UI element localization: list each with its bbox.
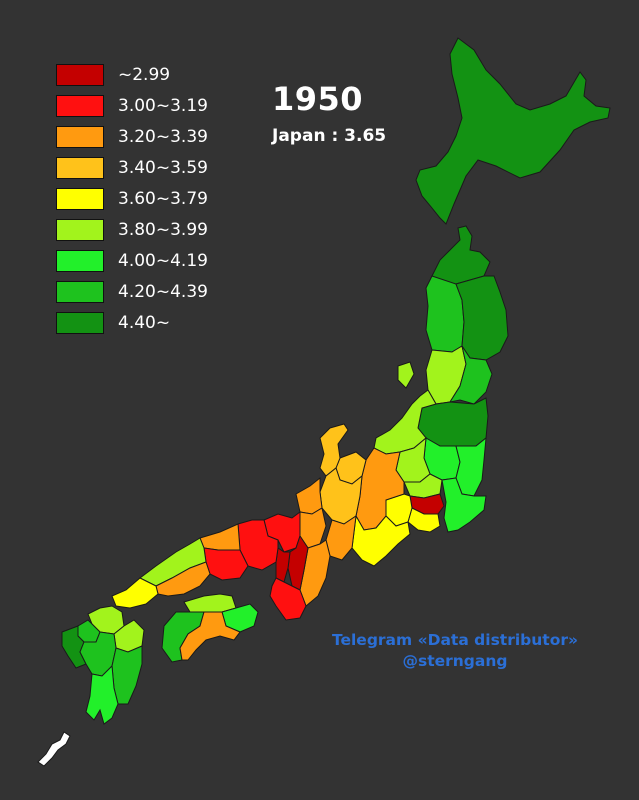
legend-swatch <box>56 312 104 334</box>
legend-item: 4.00~4.19 <box>56 250 256 274</box>
legend-label: 4.00~4.19 <box>118 251 208 271</box>
region-chiba <box>441 477 487 533</box>
region-kanagawa <box>407 507 441 533</box>
region-okayama <box>203 547 249 581</box>
region-ishikawa <box>319 423 349 477</box>
legend-swatch <box>56 126 104 148</box>
year-title: 1950 <box>272 80 364 118</box>
region-aomori <box>431 225 491 285</box>
legend-item: 3.40~3.59 <box>56 157 256 181</box>
legend-label: 3.80~3.99 <box>118 220 208 240</box>
legend-item: 3.00~3.19 <box>56 95 256 119</box>
watermark-line-2: @sterngang <box>402 652 508 670</box>
national-average: Japan : 3.65 <box>272 126 387 146</box>
region-shizuoka <box>351 514 411 567</box>
legend-label: 3.00~3.19 <box>118 96 208 116</box>
region-wakayama <box>269 577 307 621</box>
region-hokkaido <box>415 37 611 225</box>
legend-item: ~2.99 <box>56 64 256 88</box>
legend-label: 4.40~ <box>118 313 171 333</box>
region-iwate <box>455 275 509 361</box>
region-southern-islands <box>37 731 71 767</box>
legend-swatch <box>56 64 104 86</box>
legend-swatch <box>56 281 104 303</box>
legend-item: 3.60~3.79 <box>56 188 256 212</box>
legend-label: ~2.99 <box>118 65 171 85</box>
legend-swatch <box>56 188 104 210</box>
legend-label: 3.20~3.39 <box>118 127 208 147</box>
region-fukui <box>295 476 323 515</box>
legend-label: 3.40~3.59 <box>118 158 208 178</box>
region-kagawa <box>183 593 237 613</box>
legend-swatch <box>56 95 104 117</box>
region-kochi <box>179 611 241 661</box>
region-aichi <box>325 514 357 561</box>
legend-swatch <box>56 250 104 272</box>
region-ibaraki <box>455 436 487 497</box>
legend-item: 4.20~4.39 <box>56 281 256 305</box>
region-tottori <box>199 523 241 551</box>
region-osaka <box>275 547 291 583</box>
legend-item: 3.80~3.99 <box>56 219 256 243</box>
region-sado <box>397 361 415 389</box>
watermark: Telegram «Data distributor» @sterngang <box>300 630 610 672</box>
legend-swatch <box>56 157 104 179</box>
legend-label: 3.60~3.79 <box>118 189 208 209</box>
region-nara <box>287 534 309 591</box>
region-hiroshima <box>155 561 211 597</box>
legend-swatch <box>56 219 104 241</box>
region-miyazaki <box>111 645 143 705</box>
watermark-line-1: Telegram «Data distributor» <box>331 631 579 649</box>
region-yamaguchi <box>111 577 159 609</box>
legend-label: 4.20~4.39 <box>118 282 208 302</box>
legend-item: 3.20~3.39 <box>56 126 256 150</box>
region-kagoshima <box>85 664 119 725</box>
legend-item: 4.40~ <box>56 312 256 336</box>
title-box: 1950 Japan : 3.65 <box>272 80 386 146</box>
